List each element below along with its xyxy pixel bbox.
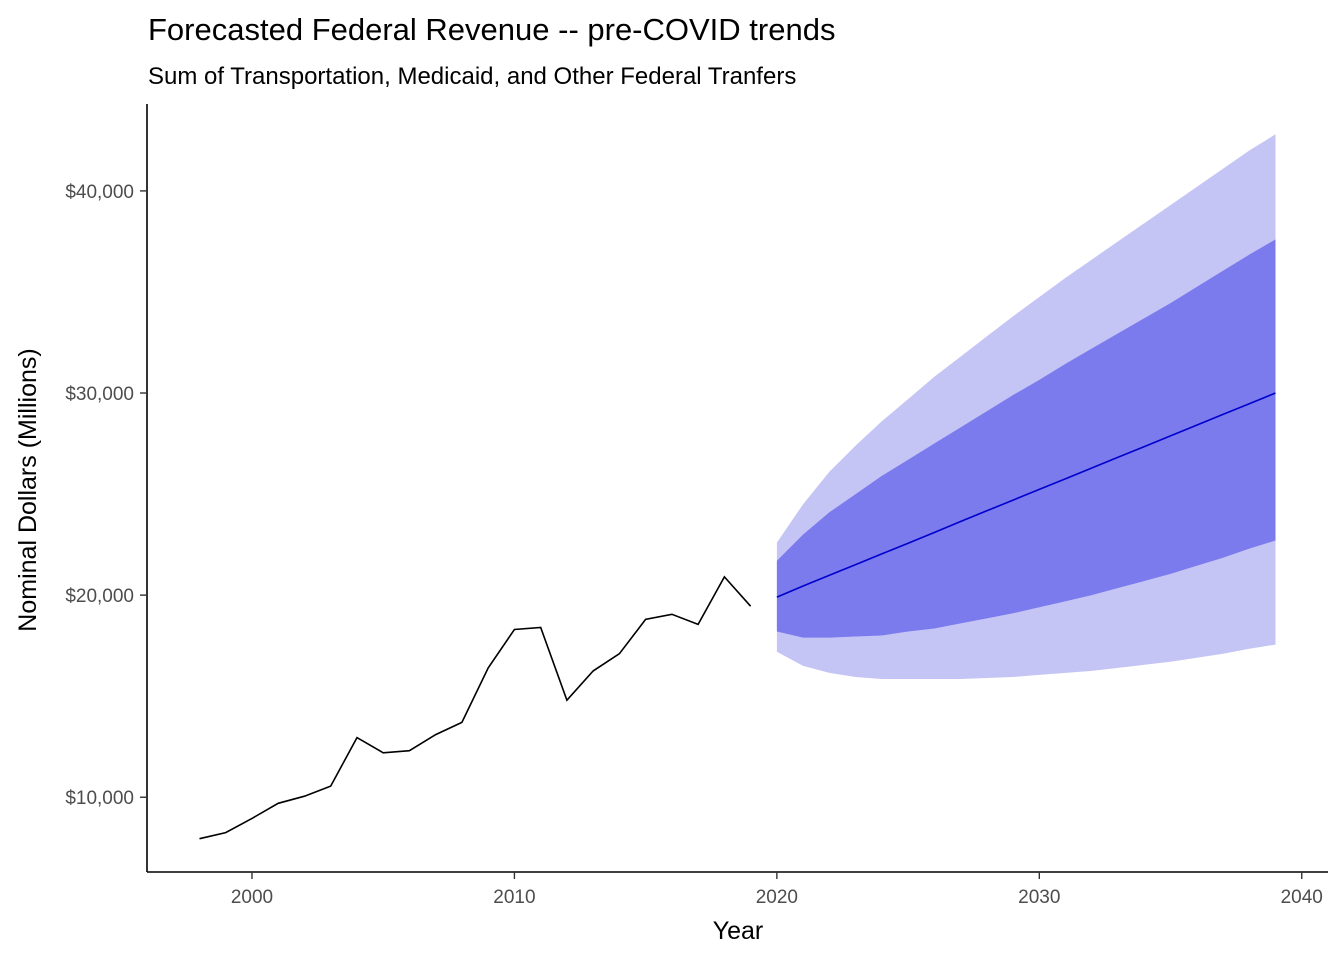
x-tick-label: 2000 bbox=[231, 887, 273, 908]
x-tick-label: 2020 bbox=[756, 887, 798, 908]
y-axis-ticks: $10,000 $20,000 $30,000 $40,000 bbox=[65, 182, 147, 809]
y-tick-label: $10,000 bbox=[65, 788, 134, 809]
y-tick-label: $20,000 bbox=[65, 586, 134, 607]
forecast-line bbox=[776, 392, 1276, 598]
x-axis-title: Year bbox=[713, 917, 764, 945]
y-tick-label: $30,000 bbox=[65, 384, 134, 405]
x-tick-label: 2040 bbox=[1281, 887, 1323, 908]
y-axis-title: Nominal Dollars (Millions) bbox=[14, 348, 42, 631]
historical-line bbox=[199, 575, 752, 840]
x-tick-label: 2010 bbox=[493, 887, 535, 908]
x-tick-label: 2030 bbox=[1018, 887, 1060, 908]
x-axis-ticks: 2000 2010 2020 2030 2040 bbox=[231, 872, 1323, 908]
band-80 bbox=[776, 239, 1276, 638]
plot-area bbox=[199, 134, 1276, 840]
chart-subtitle: Sum of Transportation, Medicaid, and Oth… bbox=[148, 63, 796, 90]
chart-title: Forecasted Federal Revenue -- pre-COVID … bbox=[148, 12, 835, 47]
y-tick-label: $40,000 bbox=[65, 182, 134, 203]
